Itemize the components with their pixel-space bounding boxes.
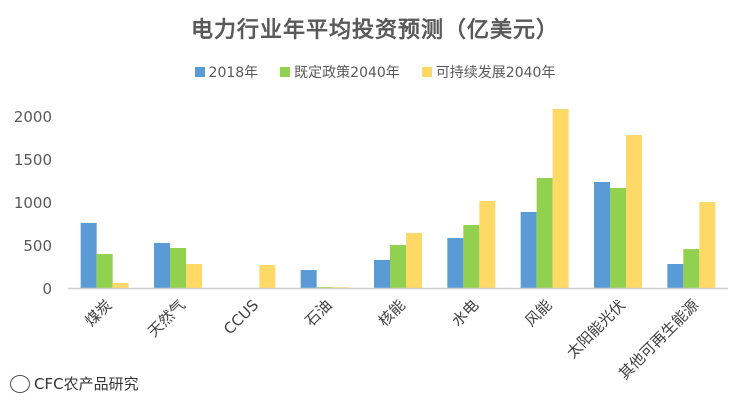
legend-item: 可持续发展2040年 [421, 62, 556, 82]
chart-title: 电力行业年平均投资预测（亿美元） [190, 18, 559, 43]
bar [536, 178, 553, 288]
y-tick-label: 0 [42, 280, 52, 298]
bar [520, 211, 537, 288]
x-tick-label: 石油 [302, 296, 336, 330]
y-tick-label: 500 [23, 237, 52, 255]
bar [479, 200, 496, 288]
y-tick-label: 1000 [14, 194, 52, 212]
x-tick-label: 水电 [448, 296, 482, 330]
bar [96, 254, 113, 288]
x-tick-label: 太阳能光伏 [563, 296, 629, 362]
bar [610, 187, 626, 288]
bar [186, 264, 202, 288]
bar [626, 135, 642, 288]
y-tick-label: 1500 [14, 151, 52, 169]
bar [300, 270, 317, 288]
bar [390, 245, 406, 288]
bar [447, 238, 464, 288]
bar [80, 222, 97, 288]
legend-label: 2018年 [208, 65, 259, 81]
legend-swatch [280, 67, 291, 77]
bar [594, 181, 610, 288]
bar [683, 249, 700, 288]
bar [259, 265, 276, 288]
legend: 2018年 既定政策2040年 可持续发展2040年 [0, 62, 750, 82]
bar [406, 232, 422, 288]
x-tick-label: 核能 [375, 296, 409, 330]
bar [332, 287, 349, 288]
x-tick-label: 风能 [522, 296, 556, 330]
bar [154, 243, 170, 288]
bar [463, 224, 480, 288]
x-tick-label: 天然气 [144, 296, 189, 341]
bar [552, 109, 569, 288]
legend-swatch [421, 67, 432, 77]
legend-label: 可持续发展2040年 [435, 65, 556, 81]
bar [667, 264, 684, 288]
legend-label: 既定政策2040年 [294, 65, 400, 81]
wechat-icon [10, 374, 30, 393]
legend-swatch [194, 67, 205, 77]
bar [316, 287, 333, 288]
bar [112, 283, 129, 288]
x-tick-label: 煤炭 [82, 296, 116, 330]
watermark: CFC农产品研究 [10, 373, 139, 394]
legend-item: 既定政策2040年 [280, 62, 400, 82]
bar [170, 248, 186, 288]
x-tick-label: CCUS [220, 296, 262, 338]
watermark-text: CFC农产品研究 [34, 375, 139, 393]
y-tick-label: 2000 [14, 108, 52, 126]
bar [374, 259, 390, 288]
legend-item: 2018年 [194, 62, 259, 82]
bar [699, 202, 716, 288]
